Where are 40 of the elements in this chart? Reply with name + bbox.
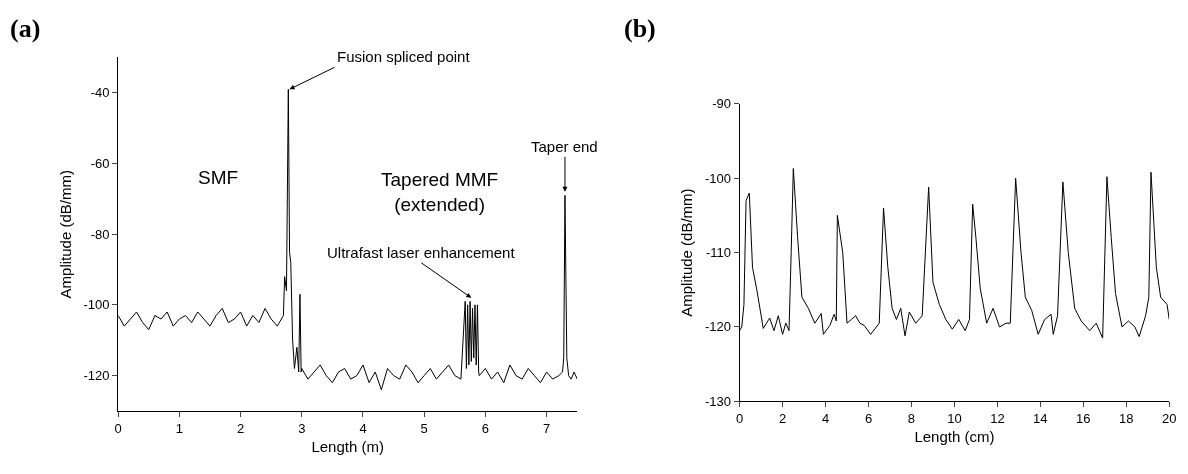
x-tick-label: 10 xyxy=(947,410,962,426)
y-tick-label: -120 xyxy=(83,368,110,384)
y-tick-label: -130 xyxy=(704,393,732,409)
x-tick-label: 4 xyxy=(359,420,367,436)
x-tick-label: 3 xyxy=(298,420,306,436)
y-axis-title: Amplitude (dB/mm) xyxy=(56,170,74,299)
x-tick-label: 6 xyxy=(864,410,873,426)
annotation: SMF xyxy=(198,167,239,188)
annotation: Fusion spliced point xyxy=(337,48,471,65)
x-tick-label: 4 xyxy=(821,410,830,426)
x-tick-label: 2 xyxy=(236,420,245,436)
x-tick-label: 6 xyxy=(481,420,490,436)
x-tick-label: 18 xyxy=(1119,410,1134,426)
y-tick-label: -80 xyxy=(90,226,110,242)
y-tick-label: -90 xyxy=(712,96,732,112)
y-tick-label: -100 xyxy=(83,297,110,313)
y-tick-label: -100 xyxy=(704,170,732,186)
y-tick-label: -40 xyxy=(90,85,110,101)
x-tick-label: 1 xyxy=(175,420,183,436)
x-tick-label: 12 xyxy=(990,410,1005,426)
x-tick-label: 14 xyxy=(1033,410,1048,426)
x-tick-label: 16 xyxy=(1076,410,1091,426)
x-tick-label: 2 xyxy=(778,410,787,426)
x-axis-title: Length (cm) xyxy=(914,427,995,445)
annotation: Tapered MMF (extended) xyxy=(381,169,499,215)
x-tick-label: 0 xyxy=(736,410,744,426)
annotation: Taper end xyxy=(531,138,598,155)
annotation: Ultrafast laser enhancement xyxy=(327,244,516,261)
x-axis-title: Length (m) xyxy=(311,437,384,455)
x-tick-label: 0 xyxy=(114,420,122,436)
y-tick-label: -120 xyxy=(704,319,732,335)
x-tick-label: 5 xyxy=(420,420,428,436)
x-tick-label: 8 xyxy=(907,410,916,426)
x-tick-label: 7 xyxy=(542,420,551,436)
y-tick-label: -60 xyxy=(90,156,110,172)
y-tick-label: -110 xyxy=(705,245,732,261)
chart-title: (b) xyxy=(624,14,656,43)
y-axis-title: Amplitude (dB/mm) xyxy=(678,188,696,317)
x-tick-label: 20 xyxy=(1161,410,1177,426)
chart-title: (a) xyxy=(10,14,41,43)
